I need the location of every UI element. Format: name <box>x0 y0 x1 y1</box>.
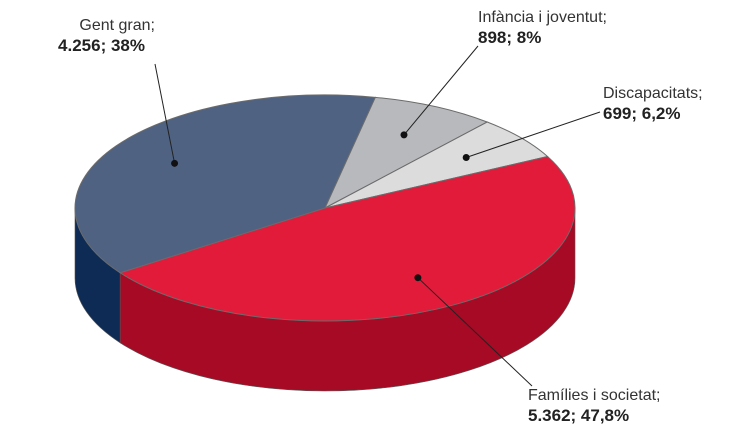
value-label: 898; 8% <box>478 28 541 47</box>
category-label: Discapacitats; <box>603 85 703 102</box>
category-label: Famílies i societat; <box>528 387 660 404</box>
leader-line <box>417 277 533 387</box>
pie-slice <box>119 155 576 322</box>
value-label: 5.362; 47,8% <box>528 406 629 425</box>
leader-dot <box>400 131 408 139</box>
pie-slice <box>323 96 489 210</box>
value-label: 4.256; 38% <box>58 36 145 55</box>
category-label: Gent gran; <box>79 17 155 34</box>
category-label: Infància i joventut; <box>478 9 607 26</box>
leader-line <box>466 111 601 159</box>
leader-dot <box>414 274 422 282</box>
leader-line <box>154 63 176 164</box>
value-label: 699; 6,2% <box>603 104 681 123</box>
leader-dot <box>462 154 470 162</box>
leader-line <box>403 45 479 136</box>
leader-dot <box>171 159 179 167</box>
pie-slice <box>74 94 377 274</box>
